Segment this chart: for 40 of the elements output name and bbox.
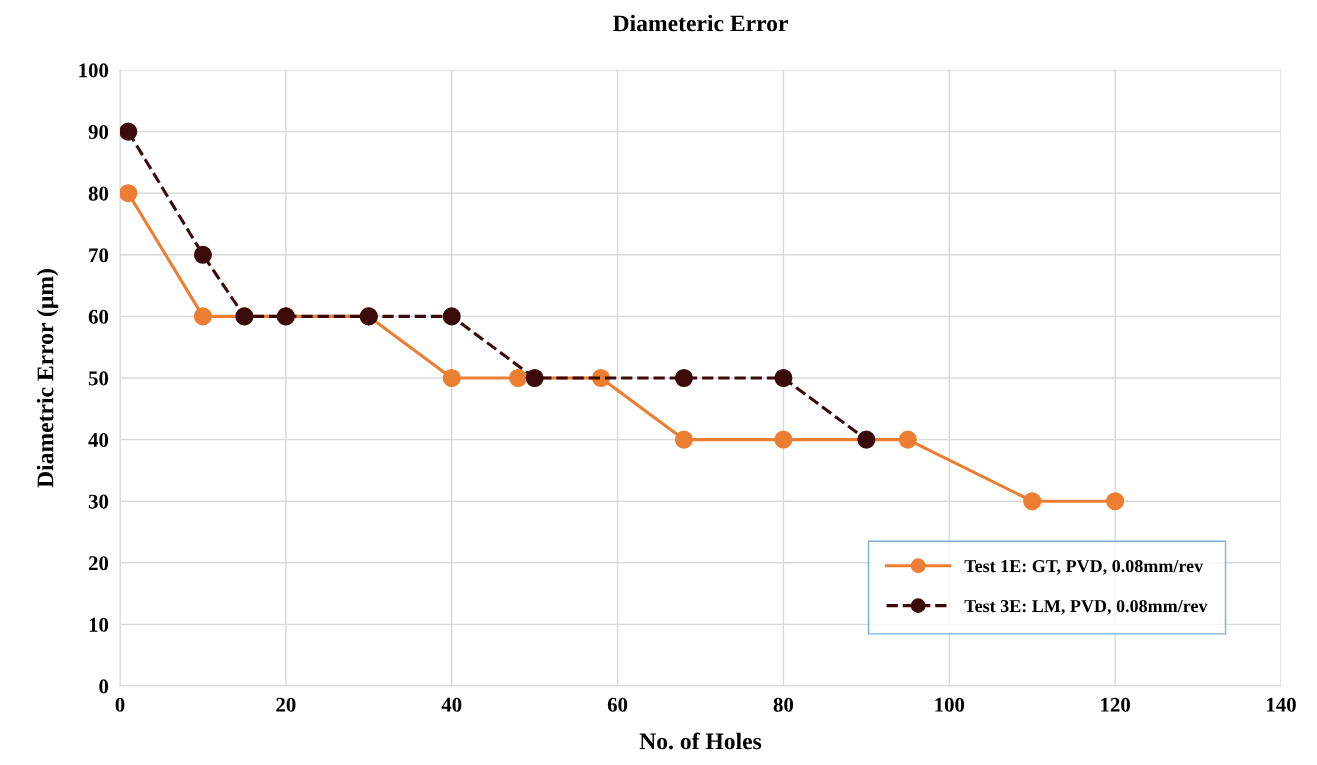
y-tick-label: 80	[88, 186, 109, 201]
point	[774, 368, 793, 388]
point	[442, 368, 461, 388]
y-tick-label: 70	[89, 248, 109, 263]
x-axis-title: No. of Holes	[639, 732, 762, 750]
legend-label: Test 3E: LM, PVD, 0.08mm/rev	[964, 599, 1208, 615]
y-axis-title: Diametric Error (µm)	[36, 269, 59, 488]
y-tick-label: 0	[99, 679, 109, 694]
y-tick-label: 50	[88, 371, 109, 386]
point	[509, 368, 528, 388]
x-tick-label: 80	[773, 697, 794, 712]
y-tick-label: 90	[88, 124, 109, 140]
y-tick-label: 10	[89, 617, 109, 632]
x-tick-label: 60	[607, 697, 628, 712]
point	[193, 245, 212, 264]
point	[442, 307, 461, 326]
y-tick-label: 40	[88, 432, 109, 448]
y-tick-label: 60	[88, 309, 109, 324]
x-tick-label: 140	[1267, 697, 1296, 712]
x-tick-label: 40	[441, 697, 462, 712]
point	[193, 307, 212, 326]
y-tick-label: 30	[88, 494, 109, 509]
legend-label: Test 1E: GT, PVD, 0.08mm/rev	[964, 559, 1204, 575]
point	[525, 368, 544, 388]
point	[774, 430, 793, 449]
point	[120, 122, 138, 141]
x-tick-label: 120	[1101, 697, 1130, 712]
point	[1023, 492, 1042, 511]
x-tick-label: 20	[276, 697, 296, 712]
x-tick-label: 100	[935, 697, 965, 712]
y-tick-label: 100	[79, 63, 109, 78]
point	[120, 184, 138, 203]
y-tick-label: 20	[88, 556, 109, 571]
point	[674, 430, 693, 449]
point	[674, 368, 693, 388]
point	[1106, 492, 1125, 511]
point	[898, 430, 917, 449]
chart-title: Diameteric Error	[612, 14, 788, 32]
point	[857, 430, 876, 449]
x-tick-label: 0	[115, 697, 125, 712]
